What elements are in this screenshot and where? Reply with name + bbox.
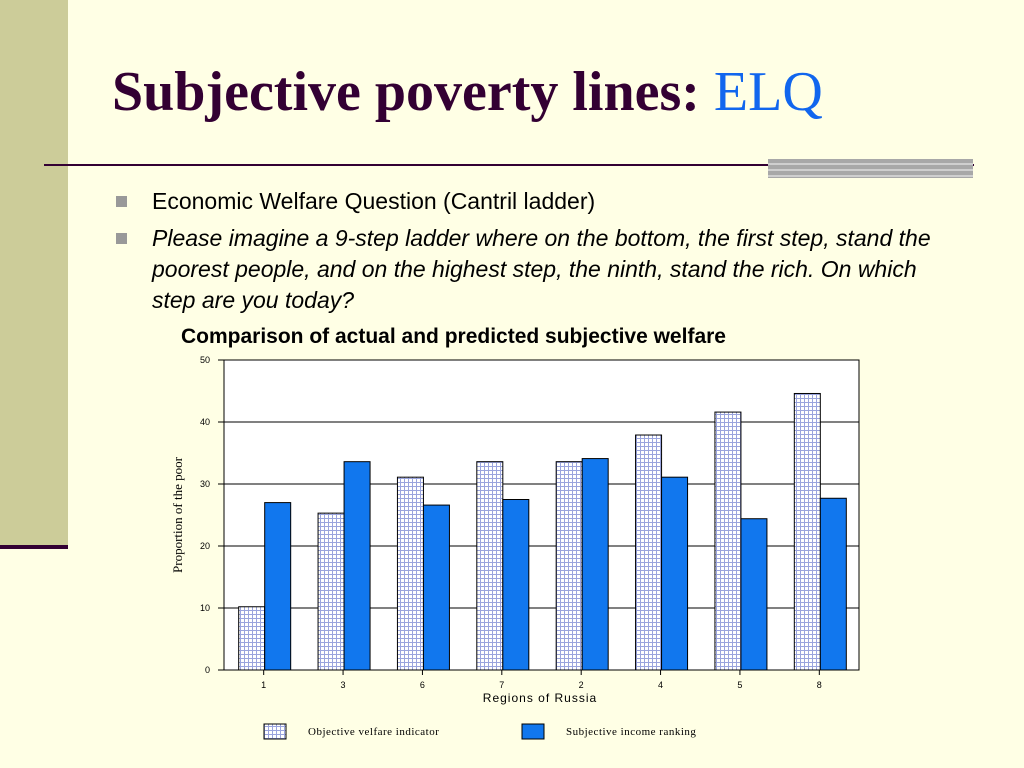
x-tick-label: 8 bbox=[817, 680, 822, 690]
title-accent: ELQ bbox=[713, 61, 823, 123]
chart-title: Comparison of actual and predicted subje… bbox=[181, 325, 726, 348]
bar-subjective-6 bbox=[422, 504, 450, 671]
x-tick-label: 3 bbox=[341, 680, 346, 690]
y-tick-label: 20 bbox=[200, 541, 210, 551]
bullet-item: Please imagine a 9-step ladder where on … bbox=[116, 223, 966, 316]
bars bbox=[238, 392, 847, 671]
bar-subjective-8 bbox=[819, 497, 847, 671]
y-tick-label: 0 bbox=[205, 665, 210, 675]
bar-subjective-5 bbox=[740, 518, 768, 671]
x-tick-label: 5 bbox=[737, 680, 742, 690]
title-rule bbox=[44, 164, 974, 166]
x-axis-label: Regions of Russia bbox=[483, 691, 597, 705]
bullet-text: Please imagine a 9-step ladder where on … bbox=[152, 225, 931, 313]
bar-subjective-1 bbox=[264, 502, 292, 671]
y-tick-label: 40 bbox=[200, 417, 210, 427]
bar-subjective-7 bbox=[502, 499, 530, 671]
x-tick-label: 6 bbox=[420, 680, 425, 690]
x-tick-label: 1 bbox=[261, 680, 266, 690]
plot-frame bbox=[223, 359, 860, 671]
bar-subjective-3 bbox=[343, 461, 371, 671]
bullet-item: Economic Welfare Question (Cantril ladde… bbox=[116, 186, 966, 217]
bullet-text: Economic Welfare Question (Cantril ladde… bbox=[152, 188, 596, 214]
bar-objective-1 bbox=[238, 606, 266, 671]
y-tick-label: 50 bbox=[200, 355, 210, 365]
bar-objective-5 bbox=[714, 411, 742, 671]
bar-subjective-2 bbox=[581, 458, 609, 671]
bar-objective-3 bbox=[317, 512, 345, 671]
x-tick-label: 4 bbox=[658, 680, 663, 690]
bullet-square-icon bbox=[116, 233, 127, 244]
bullet-list: Economic Welfare Question (Cantril ladde… bbox=[116, 186, 966, 322]
legend: Objective velfare indicator Subjective in… bbox=[263, 723, 696, 740]
y-axis-label: Proportion of the poor bbox=[170, 456, 185, 573]
legend-label-subjective: Subjective income ranking bbox=[566, 726, 696, 738]
side-rule bbox=[0, 545, 68, 549]
bar-objective-6 bbox=[396, 476, 424, 671]
legend-swatch-objective bbox=[263, 723, 287, 740]
legend-label-objective: Objective velfare indicator bbox=[308, 726, 439, 738]
side-band bbox=[0, 0, 68, 545]
bar-chart: 0 10 20 30 40 50 1 3 6 7 2 4 5 8 Regions of Russia P… bbox=[170, 355, 860, 740]
x-axis: 1 3 6 7 2 4 5 8 bbox=[261, 670, 822, 690]
slide-title: Subjective poverty lines: ELQ bbox=[112, 61, 823, 124]
title-decor-block bbox=[768, 159, 973, 178]
bar-objective-7 bbox=[476, 461, 504, 671]
y-tick-label: 30 bbox=[200, 479, 210, 489]
y-axis: 0 10 20 30 40 50 bbox=[200, 355, 224, 675]
title-main: Subjective poverty lines: bbox=[112, 61, 700, 123]
bar-objective-8 bbox=[793, 392, 821, 671]
bar-subjective-4 bbox=[661, 476, 689, 671]
bar-objective-2 bbox=[555, 461, 583, 671]
legend-swatch-subjective bbox=[521, 723, 545, 740]
bullet-square-icon bbox=[116, 196, 127, 207]
y-tick-label: 10 bbox=[200, 603, 210, 613]
x-tick-label: 7 bbox=[499, 680, 504, 690]
bar-objective-4 bbox=[635, 434, 663, 671]
x-tick-label: 2 bbox=[579, 680, 584, 690]
